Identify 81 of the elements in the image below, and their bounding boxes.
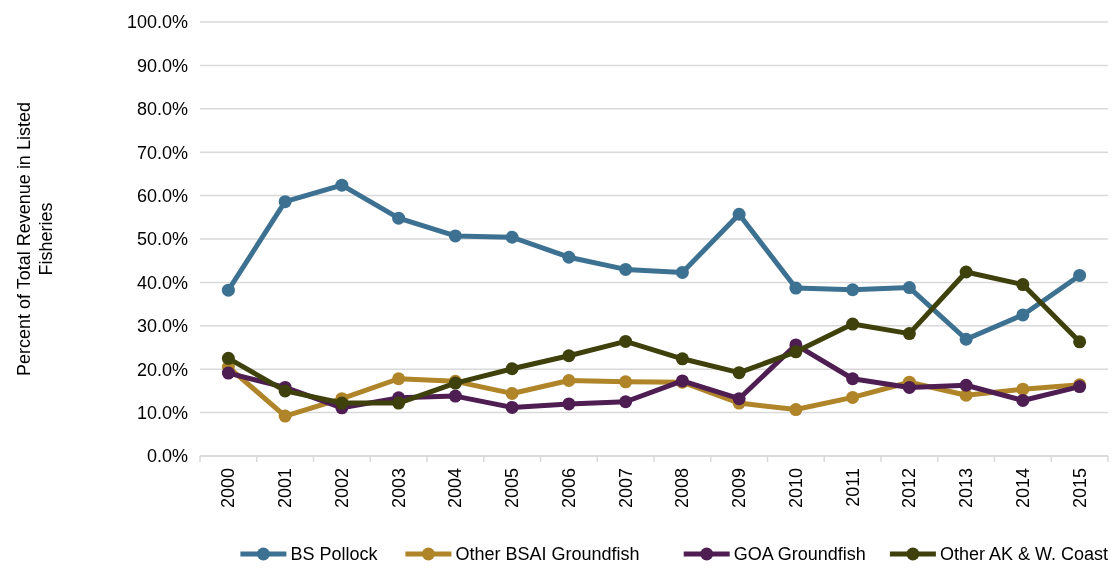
- x-tick-label: 2015: [1069, 468, 1090, 509]
- point: [732, 207, 746, 221]
- point: [732, 392, 746, 406]
- x-tick-label: 2011: [842, 468, 863, 507]
- y-tick-label: 0.0%: [146, 446, 188, 467]
- y-tick-label: 50.0%: [136, 229, 188, 250]
- point: [278, 195, 292, 209]
- y-tick-label: 60.0%: [136, 185, 188, 206]
- point: [1016, 308, 1030, 322]
- legend-label: Other AK & W. Coast: [939, 544, 1108, 564]
- point: [846, 283, 860, 297]
- point: [392, 372, 406, 386]
- point: [448, 389, 462, 403]
- x-tick-label: 2002: [331, 468, 352, 509]
- point: [789, 403, 803, 417]
- point: [1016, 382, 1030, 396]
- x-tick-label: 2006: [558, 468, 579, 509]
- point: [221, 366, 235, 380]
- point: [221, 283, 235, 297]
- point: [732, 366, 746, 380]
- y-tick-label: 100.0%: [126, 12, 188, 33]
- point: [278, 409, 292, 423]
- y-tick-label: 40.0%: [136, 272, 188, 293]
- legend-label: Other BSAI Groundfish: [455, 544, 640, 564]
- x-tick-label: 2009: [729, 468, 750, 509]
- point: [505, 387, 519, 400]
- point: [846, 390, 860, 404]
- point: [902, 281, 916, 295]
- point: [392, 396, 406, 410]
- point: [902, 327, 916, 341]
- point: [505, 400, 519, 414]
- point: [562, 373, 576, 387]
- y-tick-label: 30.0%: [136, 316, 188, 337]
- x-tick-label: 2013: [956, 468, 977, 509]
- point: [1016, 278, 1030, 292]
- point: [619, 375, 633, 389]
- y-tick-label: 80.0%: [136, 99, 188, 120]
- point: [562, 397, 576, 411]
- point: [392, 211, 406, 225]
- x-tick-label: 2012: [899, 468, 920, 509]
- y-tick-label: 10.0%: [136, 402, 188, 423]
- x-tick-label: 2004: [445, 468, 466, 509]
- x-tick-label: 2008: [672, 468, 693, 509]
- point: [278, 384, 292, 398]
- y-tick-label: 20.0%: [136, 359, 188, 380]
- point: [505, 362, 519, 376]
- point: [619, 334, 633, 348]
- point: [959, 332, 973, 346]
- point: [1016, 393, 1030, 407]
- x-tick-label: 2003: [388, 468, 409, 509]
- x-tick-label: 2001: [275, 468, 296, 509]
- point: [448, 229, 462, 243]
- point: [789, 281, 803, 295]
- point: [789, 345, 803, 359]
- legend-label: GOA Groundfish: [733, 544, 866, 564]
- point: [846, 317, 860, 331]
- point: [221, 351, 235, 365]
- point: [619, 395, 633, 409]
- x-tick-label: 2005: [502, 468, 523, 509]
- x-tick-label: 2010: [785, 468, 806, 509]
- x-tick-label: 2014: [1012, 468, 1033, 509]
- y-tick-label: 70.0%: [136, 142, 188, 163]
- point: [846, 372, 860, 386]
- point: [675, 265, 689, 279]
- point: [959, 265, 973, 279]
- point: [562, 250, 576, 264]
- point: [335, 396, 349, 410]
- point: [335, 178, 349, 192]
- x-tick-label: 2007: [615, 468, 636, 509]
- y-tick-label: 90.0%: [136, 55, 188, 76]
- point: [505, 230, 519, 244]
- point: [959, 378, 973, 392]
- y-axis-title: Percent of Total Revenue in Listed Fisheries: [14, 102, 56, 376]
- point: [619, 262, 633, 276]
- legend-label: BS Pollock: [290, 544, 379, 564]
- point: [675, 352, 689, 366]
- point: [902, 380, 916, 394]
- point: [1073, 335, 1087, 349]
- point: [562, 349, 576, 363]
- x-tick-label: 2000: [218, 468, 239, 509]
- point: [1073, 268, 1087, 282]
